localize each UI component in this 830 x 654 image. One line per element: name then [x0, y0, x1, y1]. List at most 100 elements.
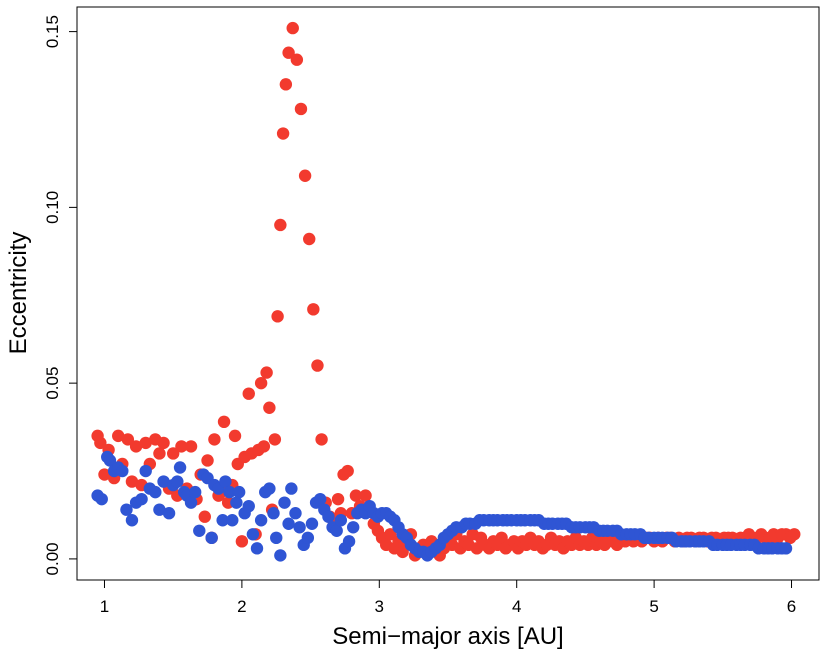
data-point: [208, 433, 221, 446]
data-point: [346, 521, 360, 534]
data-point: [188, 485, 202, 499]
data-point: [112, 429, 125, 443]
data-point: [342, 535, 356, 548]
data-point: [270, 531, 283, 545]
data-point: [303, 232, 316, 246]
data-point: [257, 440, 271, 453]
data-point: [331, 492, 345, 506]
data-point: [311, 359, 324, 372]
data-point: [271, 310, 284, 323]
data-point: [121, 433, 135, 446]
data-point: [322, 510, 335, 523]
y-tick-label: 0.05: [43, 367, 62, 400]
data-point: [184, 440, 198, 453]
data-point: [230, 496, 243, 509]
data-point: [278, 496, 291, 509]
data-point: [184, 496, 198, 509]
x-tick-label: 6: [787, 597, 796, 616]
x-tick-label: 4: [512, 597, 521, 616]
data-point: [263, 482, 276, 495]
data-point: [175, 440, 188, 453]
data-point: [242, 387, 255, 400]
x-tick-label: 5: [649, 597, 658, 616]
data-point: [232, 485, 246, 499]
y-tick-label: 0.10: [43, 191, 62, 224]
data-point: [125, 514, 139, 527]
data-point: [495, 531, 508, 545]
data-point: [116, 464, 129, 478]
data-point: [223, 485, 236, 499]
data-point: [173, 461, 187, 474]
data-point: [193, 524, 206, 537]
data-point: [289, 507, 302, 520]
data-point: [139, 464, 152, 478]
data-point: [125, 475, 139, 488]
x-tick-label: 1: [100, 597, 109, 616]
data-point: [279, 78, 293, 91]
data-point: [198, 510, 211, 523]
data-point: [788, 528, 801, 541]
data-point: [103, 454, 117, 467]
data-point: [301, 531, 315, 545]
data-point: [246, 528, 260, 541]
data-point: [205, 531, 218, 545]
y-tick-label: 0.15: [43, 15, 62, 48]
data-point: [314, 492, 327, 506]
data-point: [274, 218, 287, 232]
data-point: [330, 524, 343, 537]
data-point: [779, 542, 793, 555]
data-point: [166, 447, 180, 460]
data-point: [294, 102, 308, 116]
data-point: [282, 46, 295, 59]
data-point: [293, 521, 306, 534]
data-point: [217, 415, 231, 429]
points-layer: [91, 21, 801, 562]
data-point: [157, 436, 170, 450]
data-point: [384, 528, 397, 541]
data-point: [149, 485, 162, 499]
data-point: [226, 514, 239, 527]
data-point: [341, 464, 354, 478]
data-point: [285, 482, 298, 495]
x-tick-label: 2: [237, 597, 246, 616]
x-axis: 1 2 3 4 5 6: [100, 579, 796, 616]
data-point: [250, 542, 264, 555]
data-point: [157, 475, 170, 488]
data-point: [95, 492, 108, 506]
data-point: [171, 475, 184, 488]
data-point: [276, 127, 290, 140]
data-point: [359, 489, 372, 502]
data-point: [260, 366, 273, 379]
data-point: [282, 517, 295, 530]
data-point: [120, 503, 133, 516]
data-point: [216, 514, 229, 527]
y-axis: 0.00 0.05 0.10 0.15: [43, 15, 78, 575]
data-point: [349, 489, 363, 502]
data-point: [219, 475, 232, 488]
data-point: [98, 468, 111, 481]
data-point: [290, 53, 304, 66]
series-1: [91, 450, 793, 562]
data-point: [129, 440, 143, 453]
data-point: [242, 499, 255, 513]
data-point: [235, 535, 249, 548]
data-point: [305, 517, 319, 530]
data-point: [267, 507, 280, 520]
data-point: [263, 401, 276, 414]
y-axis-title: Eccentricity: [5, 232, 32, 355]
data-point: [254, 514, 268, 527]
data-point: [298, 169, 312, 182]
data-point: [286, 21, 299, 35]
data-point: [135, 492, 148, 506]
data-point: [153, 447, 166, 460]
data-point: [94, 436, 107, 450]
y-tick-label: 0.00: [43, 542, 62, 575]
data-point: [162, 507, 176, 520]
data-point: [307, 303, 320, 316]
data-point: [228, 429, 242, 443]
data-point: [274, 549, 287, 562]
data-point: [201, 454, 214, 467]
data-point: [334, 514, 348, 527]
data-point: [254, 376, 268, 390]
